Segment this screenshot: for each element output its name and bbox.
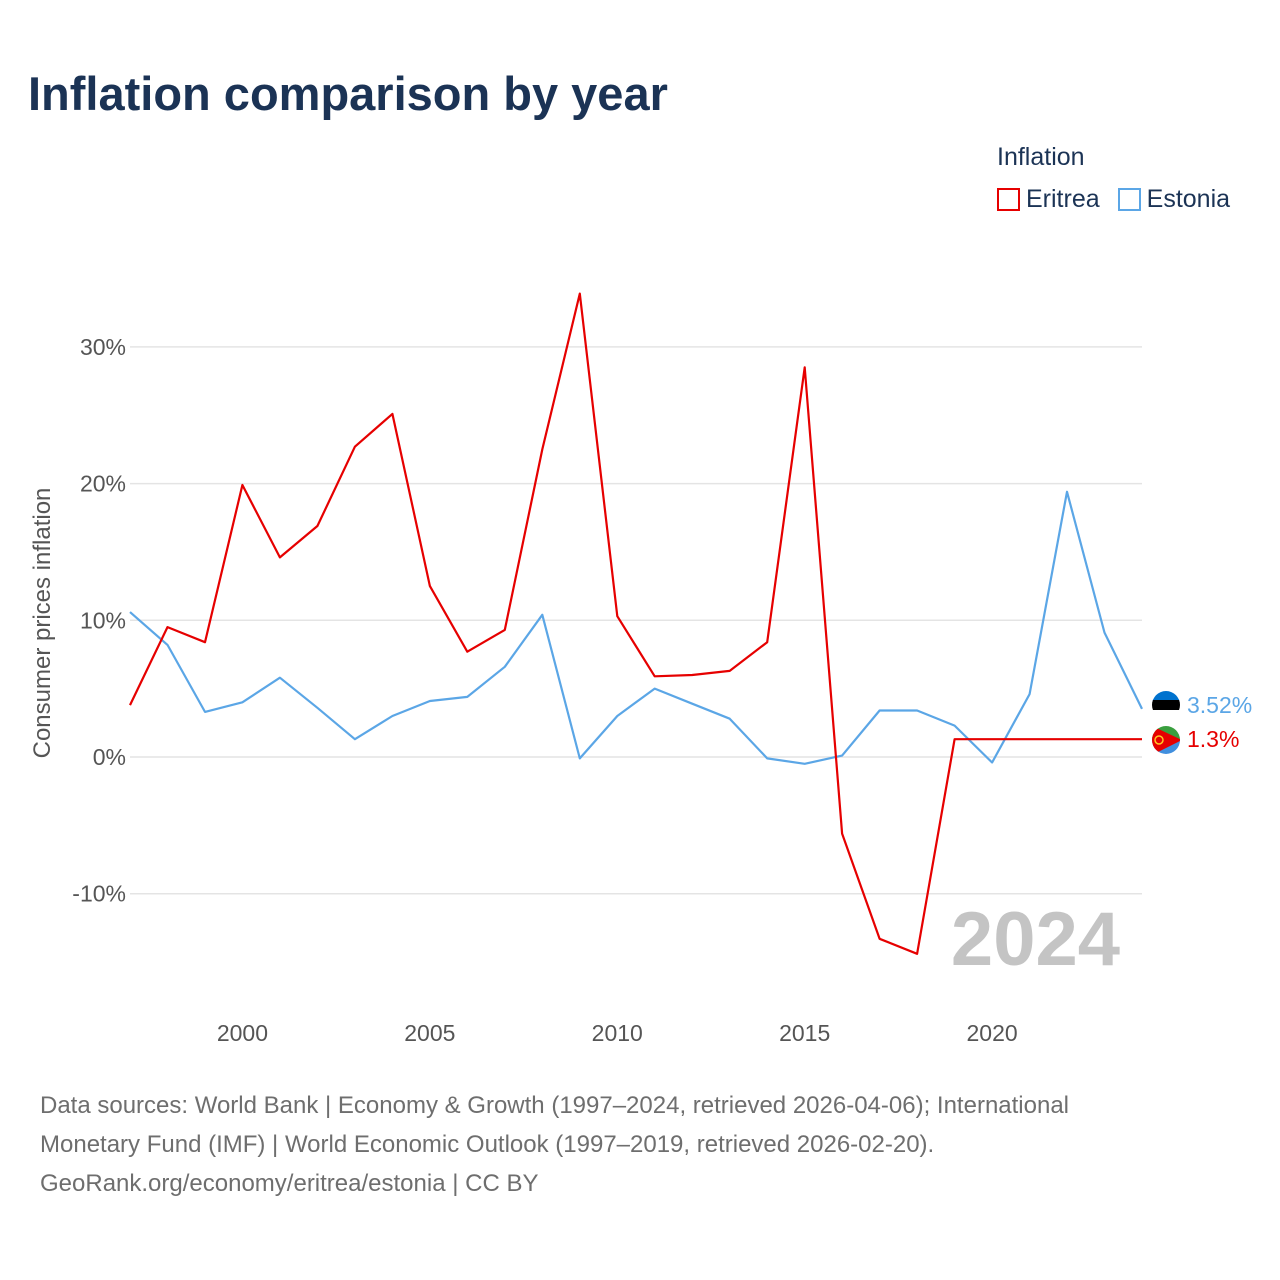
legend-item-estonia[interactable]: Estonia: [1117, 185, 1231, 214]
data-point-estonia: [1027, 691, 1033, 697]
data-point-eritrea: [877, 936, 883, 942]
eritrea-flag-icon: [1152, 726, 1180, 754]
x-tick-label: 2005: [404, 1020, 455, 1046]
data-point-estonia: [652, 686, 658, 692]
data-point-eritrea: [577, 291, 583, 297]
data-point-eritrea: [464, 649, 470, 655]
data-point-eritrea: [164, 624, 170, 630]
data-point-estonia: [427, 698, 433, 704]
data-point-estonia: [689, 701, 695, 707]
data-point-estonia: [839, 753, 845, 759]
y-tick-label: 10%: [80, 607, 126, 633]
end-label-eritrea: 1.3%: [1187, 726, 1239, 752]
end-labels: 1.3% 3.52%: [1187, 692, 1252, 752]
legend-title: Inflation: [997, 143, 1085, 171]
data-point-eritrea: [802, 364, 808, 370]
data-point-eritrea: [127, 702, 133, 708]
end-label-estonia: 3.52%: [1187, 692, 1252, 718]
footer-sources: Data sources: World Bank | Economy & Gro…: [40, 1086, 1240, 1203]
data-point-eritrea: [1027, 736, 1033, 742]
data-point-estonia: [389, 713, 395, 719]
data-point-eritrea: [239, 482, 245, 488]
data-point-estonia: [464, 694, 470, 700]
data-point-eritrea: [839, 831, 845, 837]
footer-line-2: Monetary Fund (IMF) | World Economic Out…: [40, 1131, 935, 1158]
data-point-eritrea: [427, 583, 433, 589]
data-point-estonia: [952, 723, 958, 729]
year-watermark: 2024: [951, 897, 1120, 982]
data-point-estonia: [502, 664, 508, 670]
data-point-eritrea: [764, 639, 770, 645]
data-point-estonia: [914, 708, 920, 714]
data-point-eritrea: [914, 951, 920, 957]
data-point-estonia: [202, 709, 208, 715]
line-chart: -10% 0% 10% 20% 30% 2000 2005 2010 2015 2020 2024…: [29, 291, 1252, 1046]
legend-label-estonia: Estonia: [1146, 185, 1231, 213]
data-point-eritrea: [202, 639, 208, 645]
data-point-eritrea: [1064, 736, 1070, 742]
series-line-eritrea[interactable]: [129, 292, 1142, 955]
data-point-estonia: [1064, 489, 1070, 495]
data-point-estonia: [802, 761, 808, 767]
data-point-estonia: [1139, 706, 1145, 712]
data-point-estonia: [314, 705, 320, 711]
data-point-estonia: [164, 642, 170, 648]
data-point-eritrea: [989, 736, 995, 742]
data-point-estonia: [989, 759, 995, 765]
data-point-eritrea: [352, 444, 358, 450]
series-lines: [127, 291, 1145, 957]
y-tick-label: 20%: [80, 471, 126, 497]
data-point-estonia: [1102, 630, 1108, 636]
grid-lines: [130, 346, 1142, 895]
data-point-estonia: [727, 716, 733, 722]
data-point-eritrea: [389, 411, 395, 417]
legend-label-eritrea: Eritrea: [1026, 185, 1100, 213]
data-point-eritrea: [1102, 736, 1108, 742]
axis-labels: -10% 0% 10% 20% 30% 2000 2005 2010 2015 2020: [72, 334, 1017, 1046]
data-point-estonia: [577, 755, 583, 761]
x-tick-label: 2000: [217, 1020, 268, 1046]
data-point-eritrea: [539, 446, 545, 452]
data-point-estonia: [539, 612, 545, 618]
legend-swatch-eritrea: [997, 188, 1020, 211]
x-tick-label: 2020: [966, 1020, 1017, 1046]
y-tick-label: -10%: [72, 881, 126, 907]
x-tick-label: 2010: [592, 1020, 643, 1046]
legend-swatch-estonia: [1117, 188, 1141, 211]
data-point-estonia: [277, 675, 283, 681]
data-point-eritrea: [727, 668, 733, 674]
data-point-estonia: [764, 755, 770, 761]
legend: Eritrea Estonia: [997, 185, 1248, 214]
data-point-estonia: [877, 708, 883, 714]
legend-item-eritrea[interactable]: Eritrea: [997, 185, 1100, 214]
estonia-flag-icon: [1152, 691, 1180, 719]
data-point-eritrea: [277, 554, 283, 560]
data-point-estonia: [127, 609, 133, 615]
data-point-eritrea: [1139, 736, 1145, 742]
footer-line-3: GeoRank.org/economy/eritrea/estonia | CC…: [40, 1170, 539, 1197]
footer-line-1: Data sources: World Bank | Economy & Gro…: [40, 1092, 1070, 1119]
data-point-estonia: [614, 713, 620, 719]
data-point-estonia: [239, 699, 245, 705]
chart-title: Inflation comparison by year: [28, 67, 668, 120]
data-point-eritrea: [952, 736, 958, 742]
data-point-eritrea: [614, 613, 620, 619]
x-tick-label: 2015: [779, 1020, 830, 1046]
series-line-estonia[interactable]: [129, 490, 1143, 765]
data-point-estonia: [352, 736, 358, 742]
data-point-eritrea: [502, 627, 508, 633]
y-tick-label: 0%: [93, 744, 126, 770]
y-axis-title: Consumer prices inflation: [29, 488, 56, 759]
data-point-eritrea: [652, 673, 658, 679]
y-tick-label: 30%: [80, 334, 126, 360]
data-point-eritrea: [689, 672, 695, 678]
data-point-eritrea: [314, 523, 320, 529]
